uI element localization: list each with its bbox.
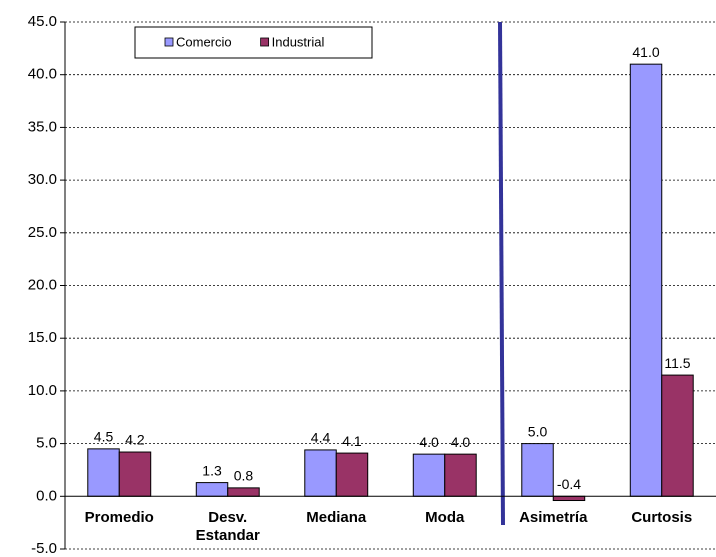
data-label: 4.0 <box>419 434 439 450</box>
x-tick-label: Mediana <box>306 509 367 526</box>
data-label: 4.2 <box>125 432 145 448</box>
bar <box>227 487 260 497</box>
data-label: 4.0 <box>451 434 471 450</box>
bar <box>444 453 477 497</box>
data-label: -0.4 <box>557 476 581 492</box>
data-label: 0.8 <box>234 468 254 484</box>
data-label: 4.1 <box>342 433 362 449</box>
x-tick-label: Promedio <box>84 509 154 526</box>
bar <box>118 451 152 497</box>
data-label: 1.3 <box>202 462 222 478</box>
y-tick-label: 15.0 <box>28 329 57 346</box>
legend-swatch <box>164 37 174 47</box>
bar <box>195 482 229 497</box>
x-tick-label: Moda <box>425 509 465 526</box>
legend: Comercio Industrial <box>134 26 373 59</box>
y-tick-label: 0.0 <box>36 487 57 504</box>
data-label: 5.0 <box>528 423 548 439</box>
y-tick-label: 25.0 <box>28 224 57 241</box>
y-tick-label: 45.0 <box>28 13 57 30</box>
bar <box>629 63 663 497</box>
y-tick-label: 35.0 <box>28 118 57 135</box>
bar <box>661 374 694 497</box>
legend-label: Comercio <box>176 34 232 49</box>
y-tick-label: 30.0 <box>28 171 57 188</box>
x-tick-label: Asimetría <box>519 509 588 526</box>
bar <box>552 495 586 502</box>
data-label: 4.4 <box>311 430 331 446</box>
legend-swatch <box>260 37 270 47</box>
bar <box>412 453 446 497</box>
data-label: 4.5 <box>94 429 114 445</box>
bar <box>87 448 120 497</box>
y-tick-label: 20.0 <box>28 276 57 293</box>
bar <box>521 443 554 497</box>
x-tick-label: Curtosis <box>631 509 693 526</box>
data-label: 11.5 <box>664 355 690 371</box>
legend-box <box>134 26 373 59</box>
separator <box>498 21 505 526</box>
bar <box>304 449 337 497</box>
y-tick-label: 5.0 <box>36 435 57 452</box>
y-tick-label: 10.0 <box>28 382 57 399</box>
bar <box>335 452 369 497</box>
legend-label: Industrial <box>272 34 325 49</box>
data-label: 41.0 <box>632 44 659 60</box>
y-tick-label: -5.0 <box>31 540 57 557</box>
x-tick-label: Desv. Estandar <box>195 509 260 544</box>
y-tick-label: 40.0 <box>28 66 57 83</box>
